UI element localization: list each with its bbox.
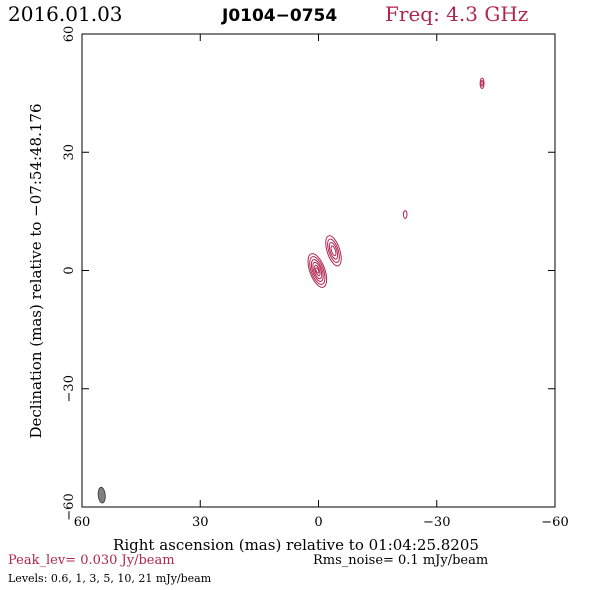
contour-line <box>327 238 340 264</box>
contour-line <box>479 77 485 89</box>
contour-line <box>307 253 328 288</box>
tick-labels: 60 30 0 −30 −60 −60 −30 0 30 60 <box>62 26 569 530</box>
component-jet-knot <box>402 210 408 219</box>
contour-line <box>312 261 323 280</box>
contour-line <box>480 80 484 87</box>
component-jet-inner <box>325 235 342 267</box>
frequency-label: Freq: 4.3 GHz <box>385 2 529 26</box>
y-tick-label: 60 <box>62 26 77 43</box>
x-axis-label: Right ascension (mas) relative to 01:04:… <box>113 536 479 554</box>
contour-line <box>309 256 326 285</box>
contour-line <box>402 210 408 219</box>
source-name: J0104−0754 <box>222 6 338 26</box>
y-tick-label: 30 <box>62 144 77 161</box>
x-tick-label: −30 <box>423 515 450 530</box>
contour-line <box>328 241 339 260</box>
contour-line <box>310 259 324 282</box>
y-tick-label: −60 <box>62 493 77 520</box>
beam-ellipse-group <box>97 486 106 504</box>
peak-level: Peak_lev= 0.030 Jy/beam <box>8 553 175 568</box>
contours <box>307 77 485 288</box>
contour-line <box>315 267 320 274</box>
beam-ellipse <box>97 486 106 504</box>
y-tick-label: −30 <box>62 375 77 402</box>
x-tick-label: 0 <box>314 515 322 530</box>
contour-line <box>330 245 337 257</box>
component-core <box>307 253 328 288</box>
x-tick-label: 60 <box>74 515 91 530</box>
y-tick-label: 0 <box>62 266 77 274</box>
contour-line <box>314 264 321 277</box>
rms-noise: Rms_noise= 0.1 mJy/beam <box>313 553 489 568</box>
contour-line <box>325 235 342 267</box>
x-tick-label: −60 <box>541 515 568 530</box>
epoch-date: 2016.01.03 <box>8 2 123 26</box>
x-tick-label: 30 <box>192 515 209 530</box>
y-axis-label: Declination (mas) relative to −07:54:48.… <box>27 103 45 438</box>
contour-levels: Levels: 0.6, 1, 3, 5, 10, 21 mJy/beam <box>8 572 212 585</box>
tick-marks <box>81 33 556 508</box>
component-jet-outer <box>479 77 485 89</box>
